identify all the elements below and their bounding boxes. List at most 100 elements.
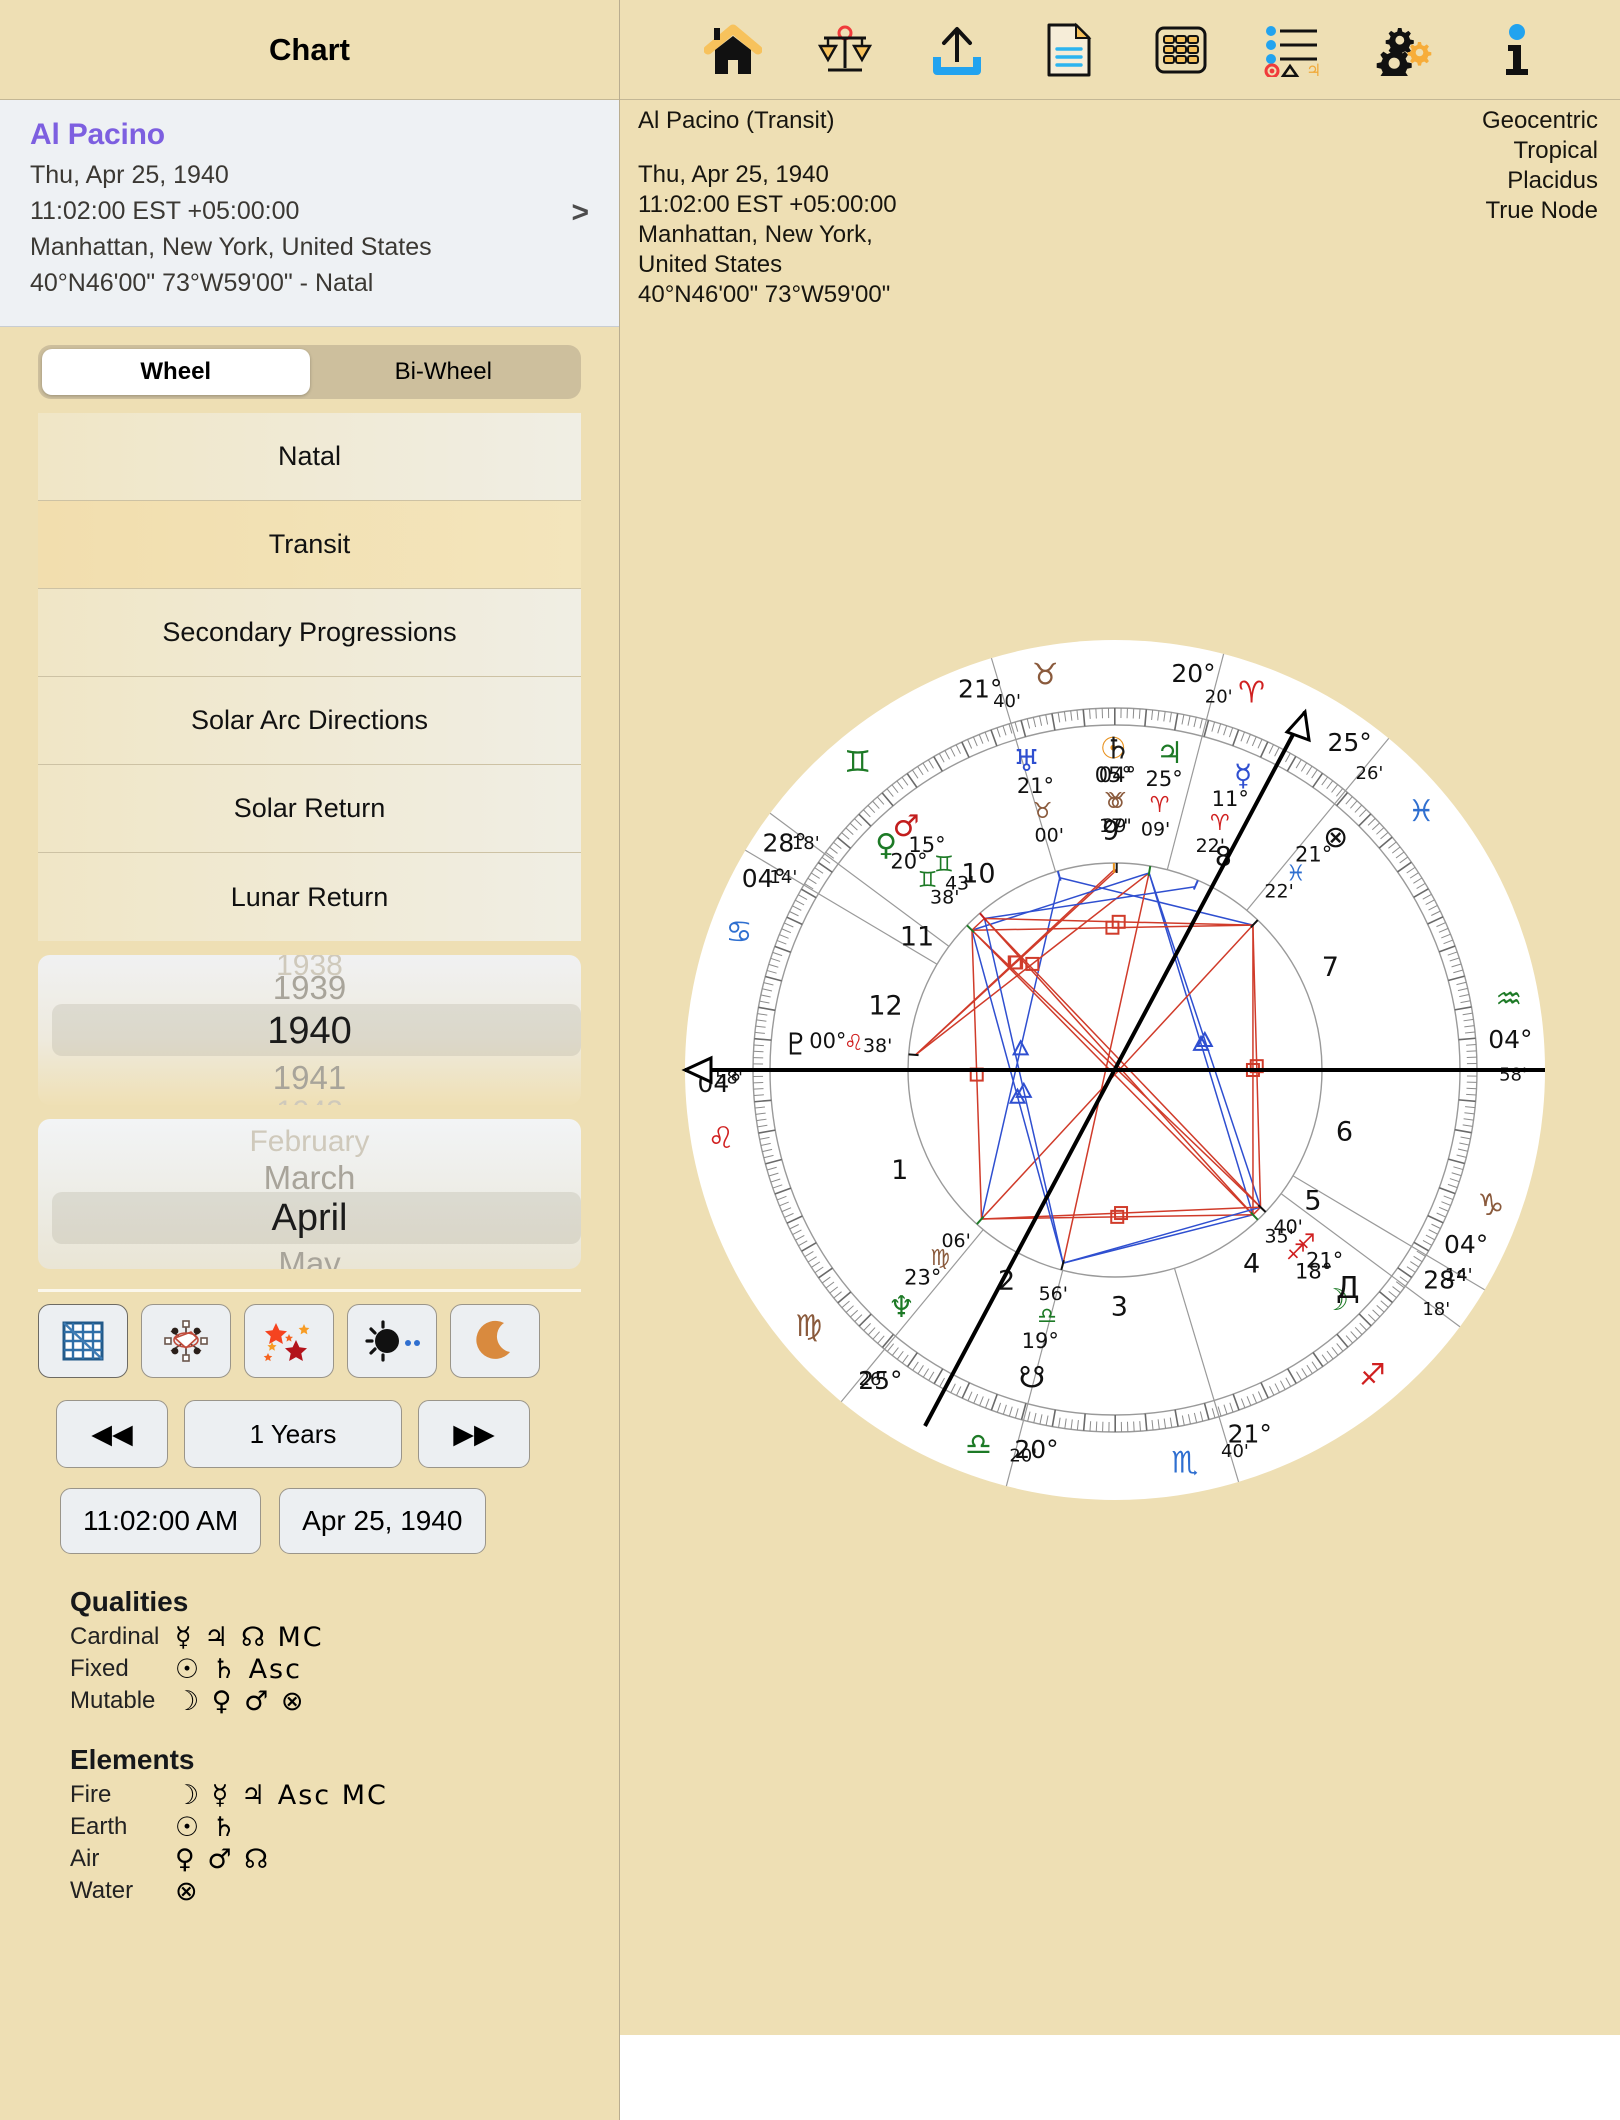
document-icon-button[interactable] <box>1036 17 1102 83</box>
chart-type-solar-arc-directions[interactable]: Solar Arc Directions <box>38 677 581 765</box>
grid-keypad-icon <box>1155 26 1207 73</box>
elements-glyphs-fire: ☽ ☿ ♃ Asc MC <box>175 1779 388 1811</box>
aspect-trine-symbol <box>1192 1034 1210 1051</box>
year-option-prev2[interactable]: 1938 <box>276 955 343 982</box>
cusp-minute-label: 18' <box>1422 1299 1450 1320</box>
chart-meta-left: Al Pacino (Transit) Thu, Apr 25, 1940 11… <box>638 106 897 310</box>
wheel-mode-segmented[interactable]: Wheel Bi-Wheel <box>38 345 581 399</box>
planet-sign-glyph: ♉ <box>1104 789 1124 814</box>
chart-type-transit[interactable]: Transit <box>38 501 581 589</box>
cusp-minute-label: 26' <box>1356 763 1384 784</box>
sun-moon-ellipsis-icon-button[interactable] <box>347 1304 437 1378</box>
info-icon <box>1506 23 1528 75</box>
year-option-current[interactable]: 1940 <box>267 1010 352 1052</box>
aspect-list-icon-button[interactable]: ♃ <box>1260 17 1326 83</box>
year-option-prev[interactable]: 1939 <box>272 969 347 1006</box>
month-picker[interactable]: February March April May <box>38 1119 581 1269</box>
stars-icon <box>263 1323 310 1362</box>
upload-icon-button[interactable] <box>924 17 990 83</box>
cusp-degree-label: 04° <box>1444 1230 1488 1259</box>
segment-bi-wheel[interactable]: Bi-Wheel <box>394 358 492 385</box>
planet-tick <box>908 1053 919 1057</box>
aspect-line <box>983 918 1064 1264</box>
wheel-svg[interactable]: .tick { stroke:#8c8c8c; stroke-width:1; … <box>615 620 1615 1570</box>
chart-type-lunar-return[interactable]: Lunar Return <box>38 853 581 941</box>
settings-icon-button[interactable] <box>1372 17 1438 83</box>
month-option-current[interactable]: April <box>271 1197 348 1239</box>
cusp-minute-label: 58' <box>715 1067 743 1088</box>
house-number: 10 <box>961 859 995 890</box>
qualities-title: Qualities <box>70 1586 189 1617</box>
planet-degree: 00° <box>809 1029 846 1053</box>
step-size-button[interactable]: 1 Years <box>184 1400 402 1468</box>
zodiac-sign-glyph: ♒ <box>1495 982 1522 1017</box>
chart-type-solar-return[interactable]: Solar Return <box>38 765 581 853</box>
planet-tick <box>966 924 975 934</box>
house-number: 1 <box>891 1155 908 1186</box>
grid-table-icon-button[interactable] <box>38 1304 128 1378</box>
house-number: 9 <box>1102 816 1119 847</box>
step-back-button[interactable]: ◀◀ <box>56 1400 168 1468</box>
chart-type-list: Natal Transit Secondary Progressions Sol… <box>0 411 619 941</box>
aspect-wheel-icon-button[interactable] <box>141 1304 231 1378</box>
time-nav-row: ◀◀ 1 Years ▶▶ <box>0 1378 619 1468</box>
planet-pluto: ♇ 00°♌ 38' <box>782 1027 919 1062</box>
sidebar-header: Chart <box>0 0 619 100</box>
planet-glyph: ♆ <box>888 1290 915 1325</box>
display-options-row <box>0 1292 619 1378</box>
info-icon-button[interactable] <box>1484 17 1550 83</box>
qualities-section: Qualities Cardinal ☿ ♃ ☊ MC Fixed ☉ ♄ As… <box>0 1554 619 1907</box>
planet-degree: 23° <box>904 1265 941 1289</box>
planet-sign-glyph: ♊ <box>934 853 954 878</box>
stars-icon-button[interactable] <box>244 1304 334 1378</box>
astrology-chart-wheel[interactable]: .tick { stroke:#8c8c8c; stroke-width:1; … <box>615 620 1615 1570</box>
zodiac-sign-glyph: ♊ <box>844 745 871 780</box>
aspect-line <box>1062 1214 1254 1264</box>
grid-keypad-icon-button[interactable] <box>1148 17 1214 83</box>
planet-saturn: ♄04°♉29' <box>1099 732 1136 874</box>
month-option-may[interactable]: May <box>278 1245 341 1269</box>
planet-degree: 21° <box>1017 774 1054 798</box>
chart-info-card[interactable]: Al Pacino Thu, Apr 25, 1940 11:02:00 EST… <box>0 100 619 327</box>
aspect-square-symbol <box>1110 1209 1125 1224</box>
aspect-trine-symbol <box>1015 1081 1033 1098</box>
cusp-degree-label: 25° <box>858 1366 902 1395</box>
date-button[interactable]: Apr 25, 1940 <box>279 1488 486 1554</box>
planet-sign-glyph: ♉ <box>1033 799 1053 824</box>
chart-type-natal[interactable]: Natal <box>38 413 581 501</box>
planet-sun: ☉05°♉17' <box>1095 732 1132 874</box>
segment-wheel[interactable]: Wheel <box>42 349 310 395</box>
scales-balance-icon <box>817 25 873 71</box>
chevron-right-icon[interactable]: > <box>571 196 589 229</box>
aspect-line <box>915 869 1118 1056</box>
year-option-next2[interactable]: 1942 <box>38 1095 581 1105</box>
scales-icon-button[interactable] <box>812 17 878 83</box>
home-icon-button[interactable] <box>700 17 766 83</box>
planet-neptune: ♆23°♍06' <box>888 1216 985 1325</box>
year-option-next[interactable]: 1941 <box>272 1059 347 1096</box>
house-number: 4 <box>1243 1248 1260 1279</box>
year-picker[interactable]: 1938 1939 1940 1941 1942 <box>38 955 581 1105</box>
zodiac-sign-glyph: ♌ <box>708 1121 735 1156</box>
aspect-line <box>1062 1206 1261 1264</box>
planet-tick <box>1257 1204 1267 1213</box>
zodiac-sign-glyph: ♐ <box>1359 1358 1386 1393</box>
meta-house-system: Placidus <box>1507 167 1598 194</box>
zodiac-sign-glyph: ♓ <box>1408 794 1435 829</box>
time-button[interactable]: 11:02:00 AM <box>60 1488 262 1554</box>
house-cusp-line <box>769 812 950 947</box>
cusp-minute-label: 26' <box>859 1369 887 1390</box>
month-option-february[interactable]: February <box>249 1125 370 1158</box>
month-option-march[interactable]: March <box>263 1159 356 1196</box>
chart-type-secondary-progressions[interactable]: Secondary Progressions <box>38 589 581 677</box>
planet-glyph: ♇ <box>782 1027 809 1062</box>
moon-crescent-icon-button[interactable] <box>450 1304 540 1378</box>
meta-coords: 40°N46'00" 73°W59'00" <box>638 281 891 308</box>
planet-degree: 15° <box>908 833 945 857</box>
elements-row-earth: Earth ☉ ♄ <box>70 1812 619 1843</box>
step-forward-button[interactable]: ▶▶ <box>418 1400 530 1468</box>
cusp-minute-label: 14' <box>1445 1265 1473 1286</box>
planet-mars: ♂15°♊43' <box>893 809 988 922</box>
planet-mercury: ☿11°♈22' <box>1192 758 1252 890</box>
planet-sign-glyph: ♓ <box>1286 861 1306 886</box>
